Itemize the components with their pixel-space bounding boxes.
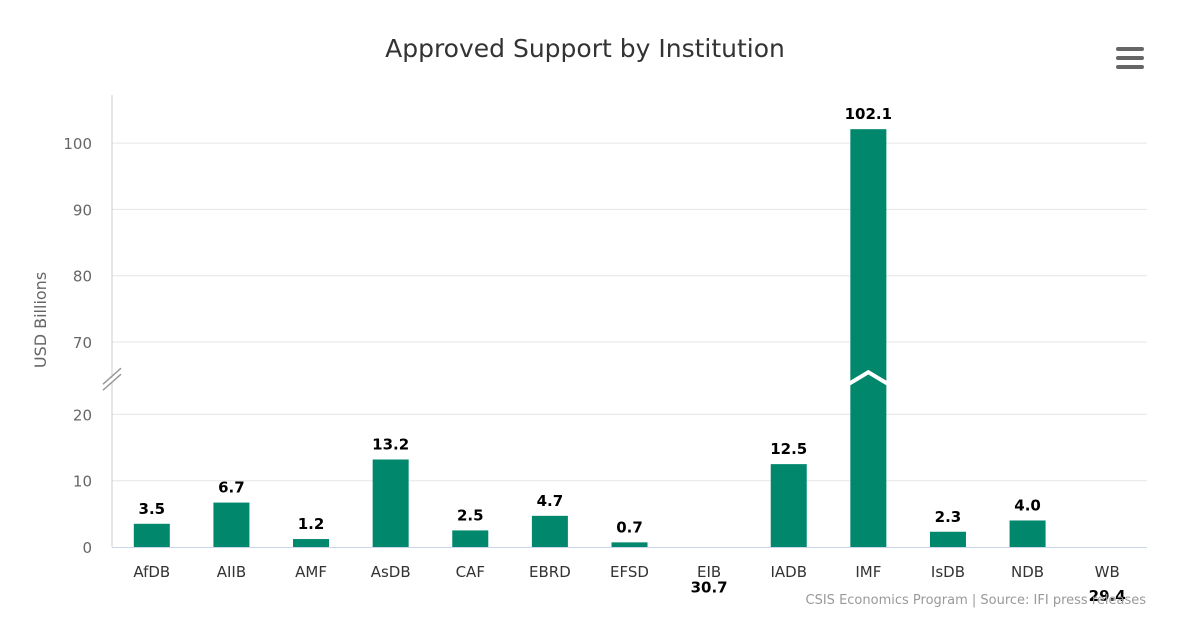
x-tick-label: IsDB — [931, 563, 965, 581]
chart-menu-button[interactable] — [1114, 44, 1146, 72]
bar — [611, 542, 648, 547]
data-label: 2.3 — [935, 508, 962, 526]
bar-break-mark — [847, 369, 890, 386]
bar — [929, 531, 966, 547]
data-label: 30.7 — [691, 579, 728, 597]
x-tick-label: NDB — [1011, 563, 1044, 581]
bar — [133, 523, 170, 547]
bar — [372, 459, 409, 547]
y-axis-title: USD Billions — [31, 272, 50, 368]
x-tick-label: CAF — [456, 563, 485, 581]
axis-break-gap — [102, 371, 122, 390]
bar — [452, 530, 489, 547]
data-label: 6.7 — [218, 479, 245, 497]
chart-credits[interactable]: CSIS Economics Program | Source: IFI pre… — [805, 593, 1146, 608]
x-tick-label: IADB — [770, 563, 807, 581]
data-label: 12.5 — [770, 440, 807, 458]
data-label: 1.2 — [298, 515, 325, 533]
x-tick-label: AfDB — [133, 563, 170, 581]
data-label: 2.5 — [457, 506, 484, 524]
x-tick-label: EFSD — [610, 563, 649, 581]
data-label: 4.0 — [1014, 496, 1041, 514]
x-tick-label: AIIB — [217, 563, 246, 581]
bar — [213, 502, 250, 547]
hamburger-menu-icon — [1116, 47, 1144, 51]
y-tick-label: 90 — [73, 201, 92, 219]
y-tick-label: 70 — [73, 334, 92, 352]
bar — [293, 539, 330, 547]
y-tick-label: 20 — [73, 406, 92, 424]
x-tick-label: IMF — [855, 563, 881, 581]
axis-break-mark — [102, 373, 122, 391]
x-tick-label: AsDB — [371, 563, 411, 581]
data-label: 0.7 — [616, 518, 643, 536]
data-label: 4.7 — [537, 492, 564, 510]
bar — [770, 464, 807, 547]
data-label: 13.2 — [372, 435, 409, 453]
y-tick-label: 100 — [63, 135, 92, 153]
bar — [850, 129, 887, 547]
x-tick-label: AMF — [295, 563, 327, 581]
data-label: 3.5 — [139, 500, 166, 518]
bar — [531, 515, 568, 547]
bar — [1009, 520, 1046, 547]
data-label: 29.4 — [1089, 587, 1126, 605]
y-tick-label: 0 — [82, 539, 92, 557]
y-tick-label: 80 — [73, 268, 92, 286]
chart-title: Approved Support by Institution — [385, 34, 785, 63]
axis-break-mark — [102, 367, 122, 385]
x-tick-label: WB — [1095, 563, 1120, 581]
y-tick-label: 10 — [73, 473, 92, 491]
x-tick-label: EIB — [697, 563, 721, 581]
data-label: 102.1 — [845, 105, 892, 123]
x-tick-label: EBRD — [529, 563, 571, 581]
